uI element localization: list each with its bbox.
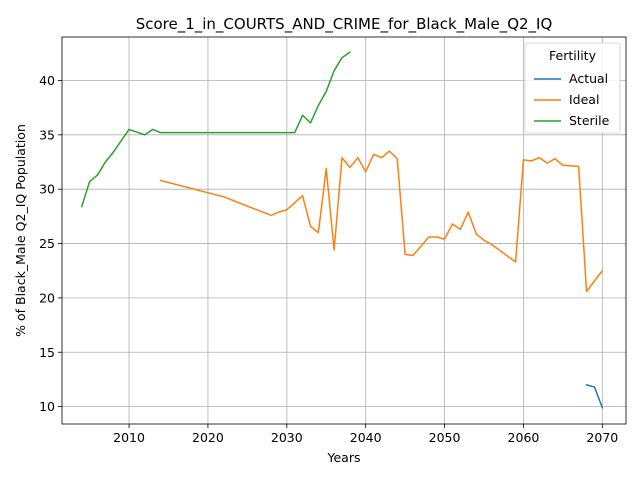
x-tick-label: 2060 [508, 430, 540, 445]
x-tick-label: 2020 [192, 430, 224, 445]
legend-label-actual: Actual [569, 71, 608, 86]
x-tick-label: 2070 [586, 430, 618, 445]
y-axis-title: % of Black_Male Q2_IQ Population [13, 124, 28, 337]
series-lines [80, 51, 604, 409]
x-axis-title: Years [327, 450, 361, 465]
y-tick-label: 40 [39, 73, 55, 88]
y-tick-label: 15 [39, 345, 55, 360]
series-line-ideal [159, 150, 604, 293]
legend-box [524, 42, 621, 134]
y-tick-label: 30 [39, 182, 55, 197]
x-tick-label: 2050 [429, 430, 461, 445]
y-tick-label: 25 [39, 236, 55, 251]
legend-title: Fertility [549, 48, 597, 63]
legend-label-ideal: Ideal [569, 92, 599, 107]
axis-ticks: 2010 2020 2030 2040 2050 2060 2070 10 15 20 25 30 35… [39, 73, 618, 445]
legend: Fertility Actual Ideal Sterile [524, 42, 621, 134]
x-tick-label: 2030 [271, 430, 303, 445]
legend-items: Actual Ideal Sterile [534, 71, 610, 128]
y-tick-label: 10 [39, 399, 55, 414]
x-tick-label: 2040 [350, 430, 382, 445]
series-line-sterile [80, 51, 351, 208]
x-tick-label: 2010 [113, 430, 145, 445]
y-tick-label: 35 [39, 127, 55, 142]
legend-label-sterile: Sterile [569, 113, 610, 128]
plot-frame [61, 36, 627, 425]
chart-title: Score_1_in_COURTS_AND_CRIME_for_Black_Ma… [136, 15, 553, 34]
series-line-actual [585, 383, 604, 409]
y-tick-label: 20 [39, 290, 55, 305]
